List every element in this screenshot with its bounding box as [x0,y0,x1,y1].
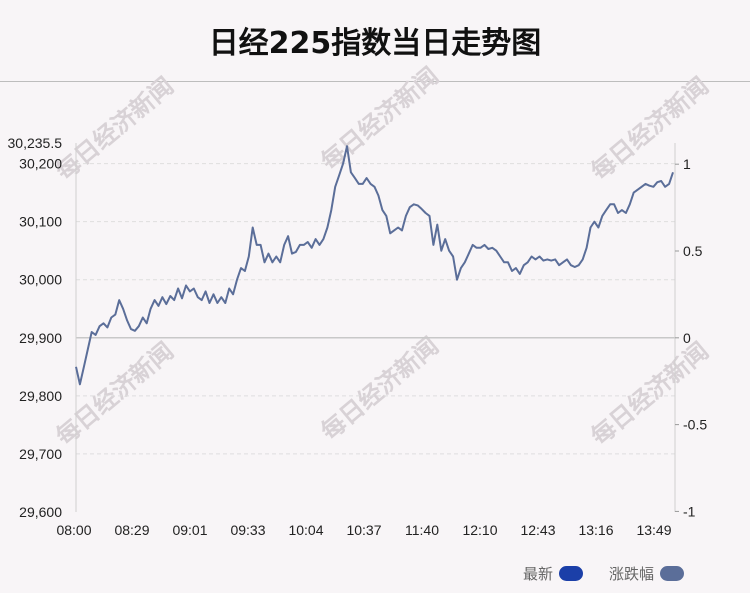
legend: 最新 涨跌幅 [523,563,684,584]
left-tick-label-4: 30,000 [19,272,62,288]
legend-label-change: 涨跌幅 [608,565,654,583]
x-tick-label-4: 10:04 [288,522,323,538]
x-tick-label-9: 13:16 [578,522,613,538]
legend-label-latest: 最新 [522,565,553,583]
x-axis-ticks: 08:00 08:29 09:01 09:33 10:04 10:37 11:40 12:10… [56,522,671,538]
left-tick-label-0: 29,600 [19,504,62,520]
watermark-0: 每日经济新闻 [50,71,179,186]
left-tick-label-7: 30,235.5 [8,135,63,151]
x-tick-label-3: 09:33 [230,522,265,538]
x-tick-label-10: 13:49 [636,522,671,538]
legend-swatch-latest [558,566,583,581]
x-tick-label-1: 08:29 [114,522,149,538]
right-tick-label-4: 1 [683,156,691,172]
right-tick-label-3: 0.5 [683,243,703,259]
x-tick-label-8: 12:43 [520,522,555,538]
axes [75,143,676,512]
x-tick-label-6: 11:40 [405,522,439,538]
watermark-1: 每日经济新闻 [315,61,444,176]
x-tick-label-2: 09:01 [172,522,207,538]
left-tick-label-3: 29,900 [19,330,62,346]
right-tick-label-2: 0 [683,330,691,346]
right-tick-label-0: -1 [683,503,696,519]
x-tick-label-7: 12:10 [462,522,497,538]
left-tick-label-6: 30,200 [19,156,62,172]
watermark-5: 每日经济新闻 [585,336,714,451]
right-tick-label-1: -0.5 [683,417,707,433]
left-tick-label-5: 30,100 [19,214,62,230]
right-axis-ticks: -1 -0.5 0 0.5 1 [675,156,707,519]
chart-title: 日经225指数当日走势图 [208,26,542,61]
series-layer [75,145,674,386]
left-axis-ticks: 29,600 29,700 29,800 29,900 30,000 30,100 30,2… [8,135,63,520]
title-divider [0,81,750,82]
grid-lines [76,163,675,455]
legend-swatch-change [660,566,684,581]
x-tick-label-0: 08:00 [56,522,91,538]
x-tick-label-5: 10:37 [346,522,381,538]
watermark-3: 每日经济新闻 [50,336,179,451]
left-tick-label-2: 29,800 [19,388,62,404]
left-tick-label-1: 29,700 [19,446,62,462]
watermark-2: 每日经济新闻 [585,71,714,186]
watermark-4: 每日经济新闻 [315,331,444,446]
series-line-0 [75,145,674,386]
